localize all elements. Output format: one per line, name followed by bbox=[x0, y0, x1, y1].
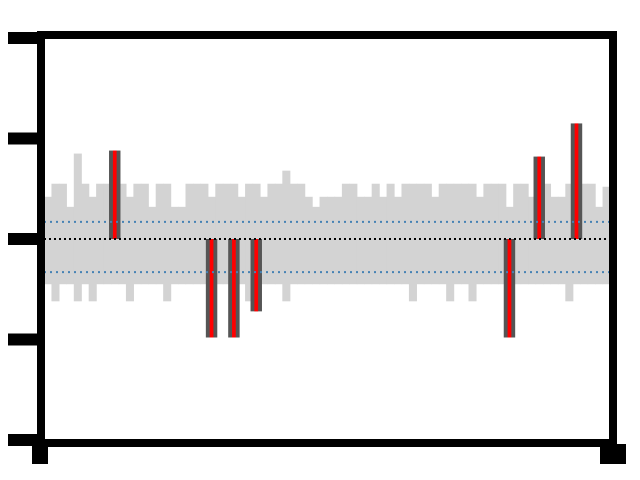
band-bar bbox=[118, 183, 127, 285]
band-bar bbox=[185, 183, 194, 285]
band-bar bbox=[542, 183, 552, 285]
band-bar bbox=[379, 196, 388, 285]
band-bar bbox=[289, 183, 298, 285]
band-bar bbox=[148, 206, 157, 285]
band-bar bbox=[237, 196, 246, 285]
band-bar bbox=[155, 183, 164, 285]
y-tick bbox=[8, 333, 38, 346]
band-bar bbox=[349, 183, 358, 285]
x-tick bbox=[600, 444, 626, 464]
band-bar bbox=[245, 183, 254, 302]
band-bar bbox=[282, 170, 291, 302]
band-bar bbox=[557, 196, 566, 285]
band-bar bbox=[438, 183, 447, 285]
band-bar bbox=[140, 183, 149, 285]
band-bar bbox=[371, 183, 380, 285]
band-bar bbox=[572, 196, 581, 285]
anomaly-spike bbox=[112, 150, 117, 239]
anomaly-spike bbox=[209, 239, 214, 338]
band-bar bbox=[51, 183, 60, 302]
band-bar bbox=[44, 196, 53, 285]
band-bar bbox=[304, 196, 313, 285]
band-bar bbox=[81, 183, 90, 285]
anomaly-spike bbox=[254, 239, 259, 312]
band-bar bbox=[96, 183, 105, 285]
y-tick bbox=[8, 233, 38, 245]
band-bar bbox=[327, 196, 336, 285]
band-bar bbox=[66, 206, 75, 285]
band-bar bbox=[341, 183, 350, 285]
band-bar bbox=[230, 183, 239, 285]
y-tick bbox=[8, 32, 38, 44]
band-bar bbox=[490, 183, 499, 285]
band-bar bbox=[178, 206, 187, 285]
band-bar bbox=[215, 183, 224, 285]
band-bar bbox=[364, 196, 373, 285]
band-bar bbox=[334, 196, 343, 285]
anomaly-spike bbox=[232, 239, 236, 338]
band-bar bbox=[580, 183, 589, 285]
band-bar bbox=[408, 183, 417, 302]
anomaly-spike bbox=[574, 123, 579, 239]
band-bar bbox=[468, 183, 477, 302]
band-bar bbox=[587, 183, 596, 285]
band-bar bbox=[222, 183, 231, 285]
band-bar bbox=[259, 196, 269, 285]
band-bar bbox=[312, 206, 321, 285]
band-bar bbox=[163, 183, 172, 302]
anomaly-spike bbox=[507, 239, 512, 338]
y-tick bbox=[8, 132, 38, 145]
band-bar bbox=[416, 183, 425, 285]
band-bar bbox=[446, 183, 455, 302]
band-bar bbox=[595, 206, 604, 285]
band-bar bbox=[565, 183, 574, 302]
band-bar bbox=[513, 183, 522, 285]
band-bar bbox=[73, 153, 82, 302]
plot-frame bbox=[8, 31, 626, 464]
band-bar bbox=[274, 183, 283, 285]
band-bar bbox=[252, 183, 261, 285]
band-bar bbox=[58, 183, 67, 285]
band-bar bbox=[401, 183, 410, 285]
band-bar bbox=[520, 183, 529, 285]
band-bar bbox=[483, 183, 492, 285]
band-bar bbox=[133, 183, 142, 285]
band-bar bbox=[297, 183, 306, 285]
band-bar bbox=[356, 196, 365, 285]
band-bar bbox=[386, 183, 395, 285]
band-bar bbox=[394, 196, 403, 285]
band-bar bbox=[192, 183, 201, 285]
band-bar bbox=[267, 183, 276, 285]
band-bar bbox=[431, 196, 440, 285]
band-bar bbox=[103, 183, 112, 285]
band-bar bbox=[498, 183, 507, 285]
band-bar bbox=[170, 206, 179, 285]
band-bar bbox=[528, 196, 537, 285]
background-band-layer bbox=[44, 153, 611, 302]
band-bar bbox=[602, 186, 611, 285]
x-tick bbox=[32, 444, 48, 464]
anomaly-spike bbox=[537, 156, 542, 239]
band-bar bbox=[125, 196, 134, 302]
band-bar bbox=[461, 183, 470, 285]
band-bar bbox=[319, 196, 328, 285]
band-bar bbox=[453, 183, 462, 285]
anomaly-layer bbox=[109, 123, 583, 338]
band-bar bbox=[550, 196, 559, 285]
reference-lines-layer bbox=[44, 220, 610, 274]
band-bar bbox=[423, 183, 432, 285]
axes-frame bbox=[37, 31, 617, 447]
band-bar bbox=[200, 183, 209, 285]
band-bar bbox=[88, 196, 97, 302]
y-tick bbox=[8, 434, 38, 446]
band-bar bbox=[475, 196, 484, 285]
